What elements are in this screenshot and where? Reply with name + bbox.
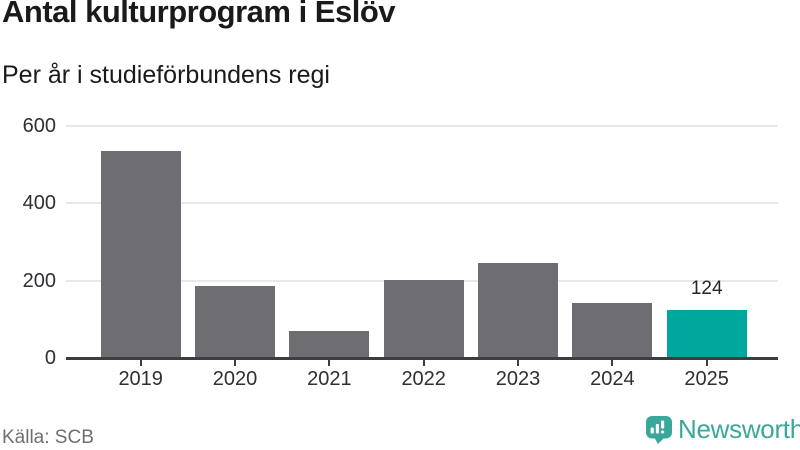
x-axis-tick [234,359,237,366]
bar-2025 [666,310,747,358]
bar-2024 [572,302,653,358]
bar-2023 [478,262,559,358]
x-axis-tick [517,359,520,366]
bar-2021 [289,330,370,358]
x-axis-label: 2022 [401,368,446,390]
newsworthy-wordmark: Newsworthy [678,414,800,444]
source-label: Källa: SCB [2,427,94,448]
bar-value-label: 124 [690,278,723,300]
x-axis-label: 2023 [495,368,541,390]
y-gridline [66,202,778,205]
newsworthy-logo: Newsworthy [646,414,800,445]
x-axis-label: 2020 [212,368,258,390]
bar-2022 [383,279,464,358]
y-axis-tick-label: 200 [22,269,56,292]
x-axis-tick [705,359,708,366]
bar-2019 [100,151,181,358]
y-axis-tick-label: 600 [22,115,56,137]
x-axis-tick [422,359,425,366]
bar-2020 [195,286,276,358]
newsworthy-icon [646,415,672,444]
x-axis-tick [139,359,142,366]
y-gridline [66,125,778,127]
x-axis-label: 2019 [118,368,163,390]
x-axis-tick [611,359,614,366]
chart-title: Antal kulturprogram i Eslöv [2,0,396,29]
y-axis-tick-label: 0 [44,347,56,369]
x-axis-line [66,357,778,360]
chart-subtitle: Per år i studieförbundens regi [2,61,330,89]
x-axis-label: 2021 [307,368,352,390]
x-axis-label: 2024 [590,368,635,390]
x-axis-tick [328,359,331,366]
x-axis-label: 2025 [684,368,729,390]
y-axis-tick-label: 400 [22,192,56,215]
